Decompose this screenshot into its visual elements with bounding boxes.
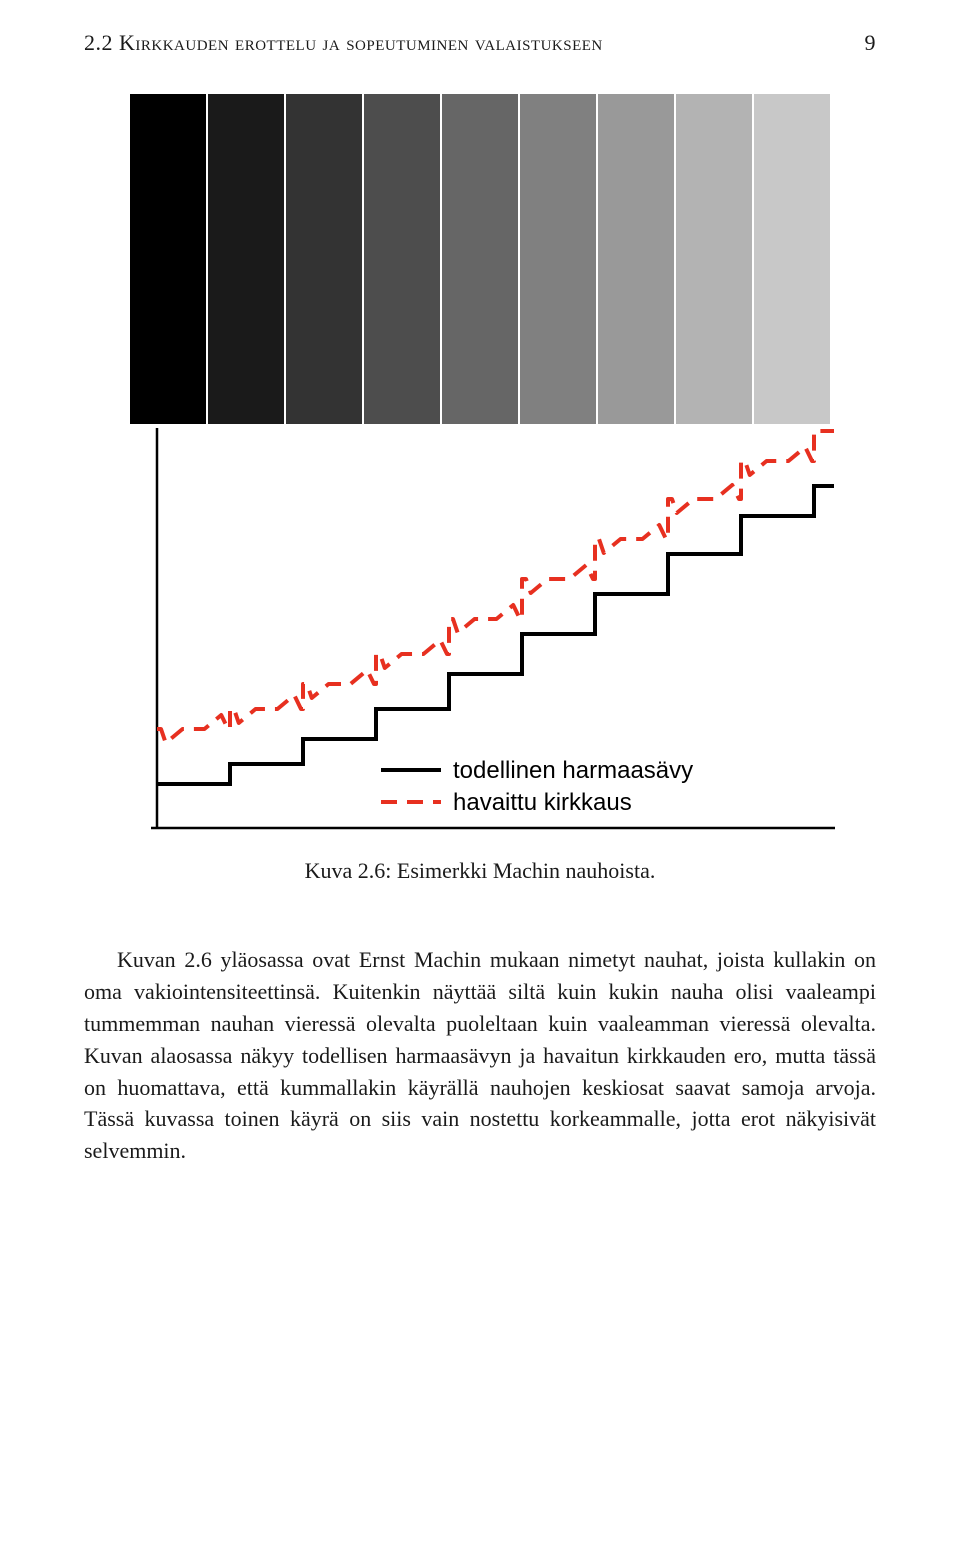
band-5 <box>520 94 598 424</box>
mach-chart: todellinen harmaasävy havaittu kirkkaus <box>121 424 839 844</box>
figure-caption: Kuva 2.6: Esimerkki Machin nauhoista. <box>305 858 656 884</box>
band-6 <box>598 94 676 424</box>
chart-svg: todellinen harmaasävy havaittu kirkkaus <box>121 424 839 844</box>
legend-dashed-label: havaittu kirkkaus <box>453 789 632 816</box>
band-7 <box>676 94 754 424</box>
figure-2-6: todellinen harmaasävy havaittu kirkkaus … <box>84 92 876 884</box>
section-title: 2.2 Kirkkauden erottelu ja sopeutuminen … <box>84 30 603 56</box>
actual-gray-line <box>157 486 834 784</box>
body-paragraph: Kuvan 2.6 yläosassa ovat Ernst Machin mu… <box>84 944 876 1167</box>
legend: todellinen harmaasävy havaittu kirkkaus <box>381 757 693 816</box>
band-8 <box>754 94 830 424</box>
perceived-brightness-line <box>157 431 834 743</box>
band-2 <box>286 94 364 424</box>
band-3 <box>364 94 442 424</box>
band-1 <box>208 94 286 424</box>
page-number: 9 <box>865 30 877 56</box>
mach-bands <box>128 92 832 426</box>
page-header: 2.2 Kirkkauden erottelu ja sopeutuminen … <box>84 30 876 56</box>
band-0 <box>130 94 208 424</box>
band-4 <box>442 94 520 424</box>
legend-solid-label: todellinen harmaasävy <box>453 757 693 784</box>
